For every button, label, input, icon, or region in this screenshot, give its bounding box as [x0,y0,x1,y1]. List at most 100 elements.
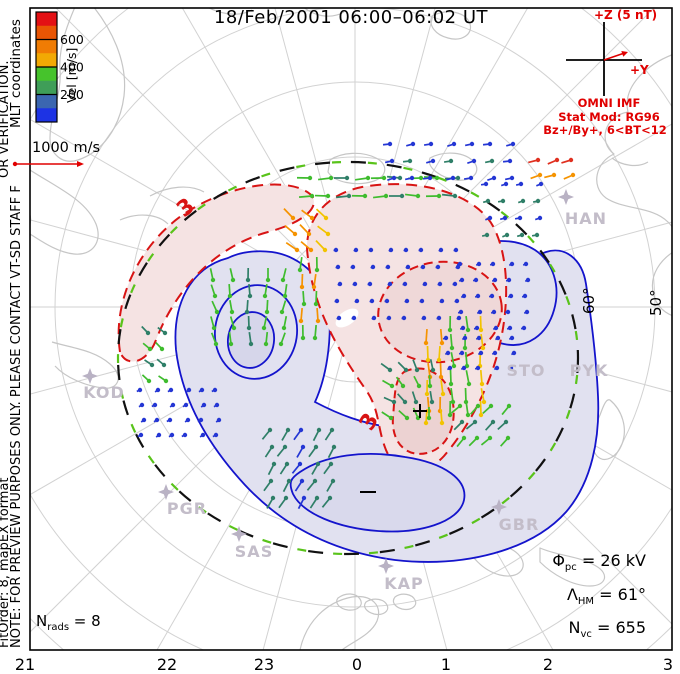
velocity-vector-dot [493,325,499,331]
velocity-vector-dot [494,365,500,371]
hm-boundary-black-dashes [116,160,580,556]
colorbar-segment [36,94,57,109]
velocity-vector-dot [489,158,495,164]
velocity-vector-dot [384,298,390,304]
velocity-vector-dot [312,478,318,484]
velocity-vector-dot [263,341,269,347]
velocity-vector-dot [388,415,394,421]
velocity-vector-dot [268,478,274,484]
velocity-vector-dot [554,157,560,163]
velocity-vector-dot [156,432,162,438]
velocity-vector-dot [213,341,219,347]
mlt-coordinates-label: MLT coordinates [8,19,24,128]
velocity-vector-dot [152,402,158,408]
station-marker-diamond [558,189,574,205]
velocity-vector-dot [476,261,482,267]
velocity-vector-dot [300,444,306,450]
velocity-vector-dot [315,318,321,324]
vector-layer [136,141,576,510]
velocity-vector-dot [352,281,358,287]
velocity-vector-dot [297,267,303,273]
imf-y-label: +Y [630,63,649,77]
velocity-vector-dot [167,417,173,423]
velocity-vector-dot [328,175,334,181]
velocity-vector-dot [490,261,496,267]
velocity-vector-dot [419,298,425,304]
velocity-vector-dot [491,309,497,315]
velocity-vector-dot [401,315,407,321]
velocity-vector-tail [439,408,443,424]
velocity-vector-dot [495,335,501,341]
imf-source-label: OMNI IMF [578,96,641,110]
velocity-vector-dot [346,193,352,199]
velocity-vector-dot [247,293,253,299]
velocity-vector-dot [147,346,153,352]
velocity-vector-dot [139,402,145,408]
mlt-tick-label: 22 [157,655,177,674]
velocity-vector-dot [461,293,467,299]
station-label-kap: KAP [384,574,424,593]
velocity-vector-dot [521,325,527,331]
velocity-vector-dot [504,232,510,238]
velocity-vector-dot [327,495,333,501]
velocity-vector-dot [509,261,515,267]
velocity-vector-dot [212,293,218,299]
velocity-vector-dot [492,277,498,283]
velocity-vector-dot [492,350,498,356]
velocity-vector-dot [519,232,525,238]
velocity-vector-dot [387,367,393,373]
velocity-vector-dot [368,247,374,253]
hm-boundary-green-dashes [116,160,580,556]
coastline-path [30,169,119,389]
velocity-vector-dot [490,419,496,425]
velocity-vector-dot [523,261,529,267]
colorbar-tick-label: 400 [60,60,84,75]
station-label-kod: KOD [83,383,125,402]
hm-boundary [116,160,580,556]
velocity-vector-dot [508,365,514,371]
velocity-vector-dot [424,391,430,397]
velocity-vector-dot [450,399,456,405]
velocity-vector-dot [425,357,431,363]
lat-label-layer: 60° 50° [580,287,665,316]
velocity-vector-dot [475,403,481,409]
velocity-vector-dot [474,435,480,441]
coastline-path [119,186,205,225]
velocity-vector-tail [464,351,468,367]
velocity-vector-dot [163,378,169,384]
coastline-path [596,54,672,228]
reference-vector: 1000 m/s [12,140,100,167]
velocity-vector-dot [213,432,219,438]
velocity-vector-tail [450,388,454,403]
velocity-vector-dot [460,325,466,331]
velocity-vector-dot [385,264,391,270]
mlt-tick-label: 23 [254,655,274,674]
velocity-vector-dot [185,417,191,423]
velocity-vector-dot [137,387,143,393]
velocity-vector-dot [146,378,152,384]
reference-vector-head [77,161,84,167]
velocity-vector-dot [409,175,415,181]
velocity-vector-dot [155,387,161,393]
velocity-vector-dot [229,309,235,315]
velocity-vector-dot [507,158,513,164]
velocity-vector-dot [322,247,328,253]
cross-polar-cap-potential: Φpc = 26 kV [552,551,646,574]
velocity-vector-dot [344,175,350,181]
velocity-vector-dot [414,367,420,373]
velocity-vector-dot [484,232,490,238]
coastline-path [327,152,386,185]
velocity-vector-dot [483,181,489,187]
velocity-vector-dot [453,247,459,253]
velocity-vector-dot [421,315,427,321]
velocity-vector-dot [525,277,531,283]
velocity-vector-dot [267,427,273,433]
velocity-vector-dot [325,193,331,199]
colorbar-segment [36,53,57,68]
velocity-vector-dot [438,374,444,380]
velocity-vector-dot [423,340,429,346]
velocity-vector-dot [415,193,421,199]
velocity-vector-dot [315,461,321,467]
velocity-vector-dot [469,141,475,147]
